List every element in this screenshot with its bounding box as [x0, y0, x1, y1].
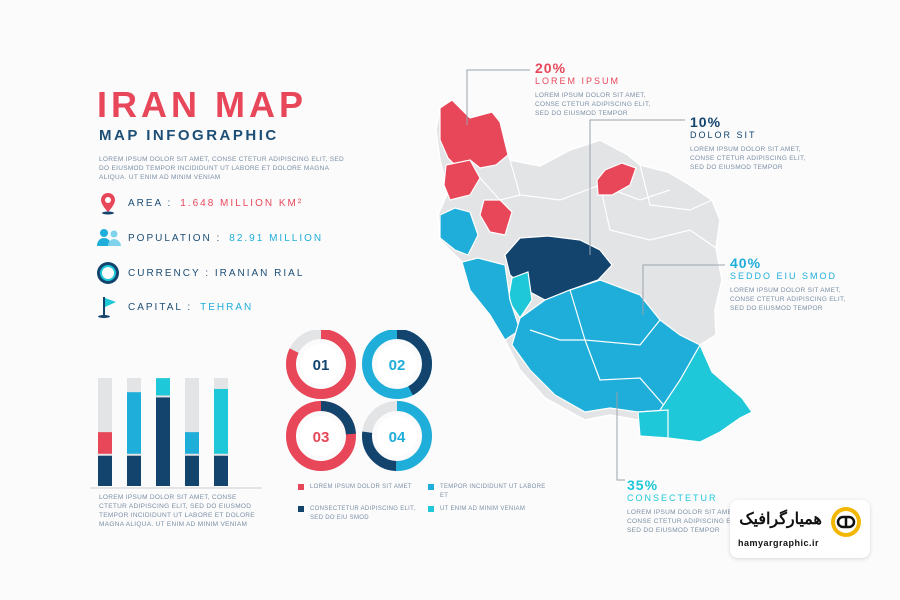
callout-2-label: DOLOR SIT	[690, 130, 757, 140]
brand-logo-icon	[830, 506, 862, 543]
donut-group: 01 02 03 04	[286, 330, 432, 471]
legend-text-2: TEMPOR INCIDIDUNT UT LABORE ET	[440, 484, 546, 499]
legend-swatch-red	[298, 484, 304, 490]
callout-1-text: LOREM IPSUM DOLOR SIT AMET, CONSE CTETUR…	[535, 92, 651, 117]
callout-1-percent: 20%	[535, 60, 567, 76]
bar-1-segment-navy	[98, 455, 112, 486]
coin-icon	[96, 261, 120, 285]
legend-swatch-blue	[428, 484, 434, 490]
bar-3-segment-navy	[156, 397, 170, 486]
donut-04: 04	[362, 401, 432, 471]
donut-01: 01	[286, 330, 356, 399]
callout-1: 20% LOREM IPSUM LOREM IPSUM DOLOR SIT AM…	[535, 60, 665, 118]
stat-capital: CAPITAL : TEHRAN	[96, 295, 253, 319]
donut-04-label: 04	[389, 429, 406, 446]
donut-02: 02	[362, 330, 432, 399]
watermark-url: hamyargraphic.ir	[738, 538, 820, 548]
legend-item-4: UT ENIM AD MINIM VENIAM	[428, 505, 548, 514]
bar-2-segment-navy	[127, 455, 141, 486]
donut-03-label: 03	[313, 429, 330, 446]
donut-01-label: 01	[313, 357, 330, 374]
page-subtitle: MAP INFOGRAPHIC	[99, 127, 279, 144]
legend-text-4: UT ENIM AD MINIM VENIAM	[440, 506, 526, 512]
people-icon	[96, 226, 121, 250]
bar-5-segment-cyan	[214, 388, 228, 454]
callout-4-text: LOREM IPSUM DOLOR SIT AMET, CONSE CTETUR…	[627, 509, 743, 534]
callout-4-percent: 35%	[627, 477, 659, 493]
stat-currency-label: CURRENCY : IRANIAN RIAL	[128, 267, 305, 279]
callout-3-text: LOREM IPSUM DOLOR SIT AMET, CONSE CTETUR…	[730, 287, 846, 312]
watermark-badge: همیارگرافیک hamyargraphic.ir	[730, 500, 870, 558]
stat-population-value: 82.91 MILLION	[229, 232, 324, 244]
bar-4-segment-blue	[185, 432, 199, 454]
callout-3: 40% SEDDO EIU SMOD LOREM IPSUM DOLOR SIT…	[730, 255, 860, 313]
page-title: IRAN MAP	[97, 84, 307, 125]
legend-item-3: CONSECTETUR ADIPISCING ELIT, SED DO EIU …	[298, 505, 423, 523]
callout-1-label: LOREM IPSUM	[535, 76, 621, 86]
callout-3-label: SEDDO EIU SMOD	[730, 271, 838, 281]
bar-3-segment-cyan	[156, 378, 170, 396]
legend-text-1: LOREM IPSUM DOLOR SIT AMET	[310, 484, 412, 490]
stat-area: AREA : 1.648 MILLION KM²	[96, 191, 303, 215]
map-region-blue-west	[439, 207, 479, 256]
map-region-cyan-se	[659, 343, 753, 443]
stat-capital-value: TEHRAN	[200, 301, 254, 313]
stat-area-value: 1.648 MILLION KM²	[180, 197, 304, 209]
bar-chart-caption: LOREM IPSUM DOLOR SIT AMET, CONSE CTETUR…	[99, 494, 255, 528]
callout-2: 10% DOLOR SIT LOREM IPSUM DOLOR SIT AMET…	[690, 114, 820, 172]
callout-4: 35% CONSECTETUR LOREM IPSUM DOLOR SIT AM…	[627, 477, 757, 535]
bar-1-segment-red	[98, 432, 112, 454]
stat-capital-label: CAPITAL :	[128, 301, 193, 313]
callout-2-text: LOREM IPSUM DOLOR SIT AMET, CONSE CTETUR…	[690, 146, 806, 171]
watermark-brand: همیارگرافیک	[739, 511, 822, 528]
donut-03: 03	[286, 401, 356, 471]
map-region-red-west	[443, 159, 481, 201]
bar-4-segment-navy	[185, 455, 199, 486]
flag-icon	[96, 295, 120, 319]
stat-population: POPULATION : 82.91 MILLION	[96, 226, 323, 250]
map-borders-south	[529, 289, 669, 411]
stat-population-label: POPULATION :	[128, 232, 222, 244]
legend-item-1: LOREM IPSUM DOLOR SIT AMET	[298, 483, 423, 492]
callout-3-percent: 40%	[730, 255, 762, 271]
stat-currency: CURRENCY : IRANIAN RIAL	[96, 261, 304, 285]
map-region-red-central	[479, 199, 513, 236]
callout-2-percent: 10%	[690, 114, 722, 130]
legend-item-2: TEMPOR INCIDIDUNT UT LABORE ET	[428, 483, 548, 501]
bar-5-segment-navy	[214, 455, 228, 486]
intro-text: LOREM IPSUM DOLOR SIT AMET, CONSE CTETUR…	[99, 156, 344, 181]
legend-swatch-navy	[298, 506, 304, 512]
bar-chart	[90, 378, 262, 489]
location-pin-icon	[96, 191, 120, 215]
stat-area-label: AREA :	[128, 197, 173, 209]
callout-4-label: CONSECTETUR	[627, 493, 718, 503]
map-region-cyan-south	[637, 409, 669, 439]
donut-02-label: 02	[389, 357, 406, 374]
map-region-red-nw	[439, 99, 509, 169]
legend-swatch-cyan	[428, 506, 434, 512]
legend-text-3: CONSECTETUR ADIPISCING ELIT, SED DO EIU …	[310, 506, 416, 521]
bar-2-segment-blue	[127, 392, 141, 454]
